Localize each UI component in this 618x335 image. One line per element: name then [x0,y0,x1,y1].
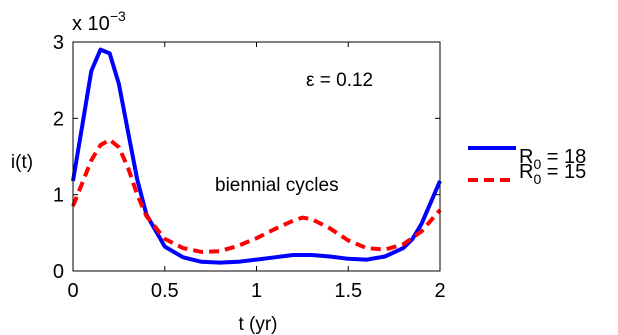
x-tick-label: 0 [67,280,78,302]
y-multiplier-base: x 10 [72,13,110,35]
y-tick-label: 3 [53,32,64,54]
y-tick-label: 1 [53,185,64,207]
legend-label-r0-15: R0 = 15 [519,161,586,187]
biennial-cycles-annotation: biennial cycles [215,175,339,196]
x-tick-label: 2 [434,280,445,302]
x-tick-label: 1.5 [334,280,362,302]
plot-layer [71,47,442,265]
x-tick-label: 1 [251,280,262,302]
series-line-0 [71,47,442,265]
y-axis-multiplier: x 10−3 [72,8,126,35]
y-tick-label: 2 [53,108,64,130]
legend: R0 = 18 R0 = 15 [468,146,586,187]
epsilon-annotation: ε = 0.12 [306,70,373,91]
plot-frame [72,41,441,272]
y-tick-label: 0 [53,261,64,283]
y-axis-label: i(t) [11,152,33,173]
series-line-1 [71,137,442,254]
y-multiplier-exponent: −3 [110,8,126,24]
x-tick-label: 0.5 [151,280,179,302]
legend-label-r0-18: R0 = 18 [519,146,586,172]
x-axis-label: t (yr) [238,314,277,335]
